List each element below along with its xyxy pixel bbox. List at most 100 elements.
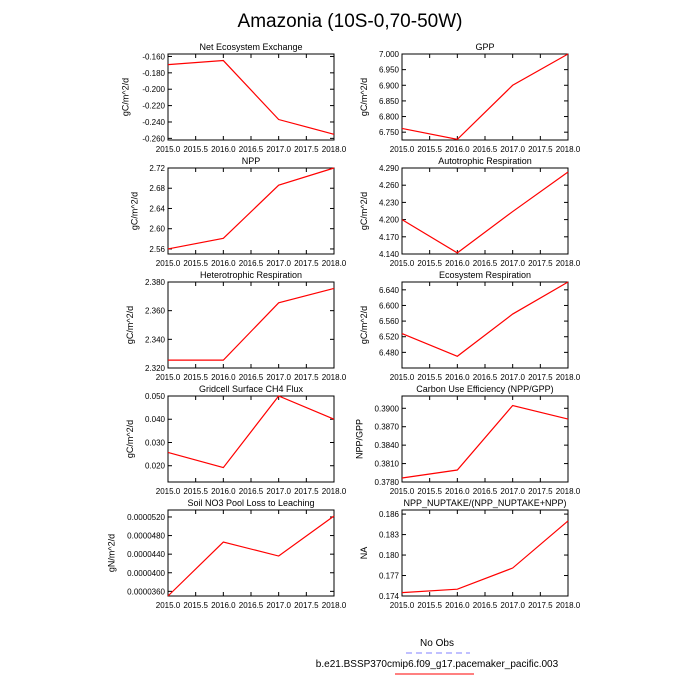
panel-title: NPP	[242, 156, 261, 166]
chart-panel: GPP 2015.0 2015.5 2016.0 2016.5 2017.0 2017.5 2…	[359, 42, 581, 154]
x-tick-label: 2016.5	[473, 601, 498, 610]
x-tick-label: 2017.0	[500, 487, 525, 496]
y-tick-label: 0.174	[379, 592, 400, 601]
x-tick-label: 2018.0	[322, 373, 347, 382]
x-tick-label: 2016.0	[445, 487, 470, 496]
y-tick-label: 6.520	[379, 333, 400, 342]
series-line	[401, 520, 569, 594]
y-tick-label: -0.260	[142, 134, 165, 143]
x-tick-label: 2016.0	[211, 259, 236, 268]
x-tick-label: 2017.5	[294, 601, 319, 610]
panel-title: Ecosystem Respiration	[439, 270, 531, 280]
y-tick-label: 4.170	[379, 233, 400, 242]
y-tick-label: 2.380	[145, 278, 166, 287]
x-tick-label: 2015.5	[183, 259, 208, 268]
y-tick-label: 2.68	[149, 184, 165, 193]
y-tick-label: -0.240	[142, 118, 165, 127]
plot-frame	[401, 53, 569, 141]
panel-title: Heterotrophic Respiration	[200, 270, 302, 280]
y-tick-label: 6.750	[379, 128, 400, 137]
y-tick-label: 4.200	[379, 216, 400, 225]
series-line	[401, 281, 569, 357]
x-tick-label: 2017.0	[500, 259, 525, 268]
x-tick-label: 2017.0	[500, 145, 525, 154]
x-tick-label: 2016.5	[239, 259, 264, 268]
chart-panel: Carbon Use Efficiency (NPP/GPP)2015.0 201…	[354, 384, 580, 496]
x-tick-label: 2016.0	[211, 601, 236, 610]
x-tick-label: 2015.0	[390, 373, 415, 382]
series-line	[401, 404, 569, 479]
x-tick-label: 2016.5	[473, 259, 498, 268]
series-line	[401, 53, 569, 141]
y-tick-label: 2.320	[145, 364, 166, 373]
x-tick-label: 2017.5	[528, 373, 553, 382]
x-tick-label: 2016.5	[473, 487, 498, 496]
panel-title: NPP_NUPTAKE/(NPP_NUPTAKE+NPP)	[404, 498, 567, 508]
y-tick-label: 6.900	[379, 81, 400, 90]
x-tick-label: 2016.5	[239, 601, 264, 610]
y-tick-label: 0.020	[145, 462, 166, 471]
y-tick-label: 4.260	[379, 181, 400, 190]
x-tick-label: 2018.0	[556, 373, 581, 382]
x-tick-label: 2018.0	[556, 145, 581, 154]
chart-panel: NPP_NUPTAKE/(NPP_NUPTAKE+NPP) 2015.0 2015.…	[359, 498, 581, 610]
x-tick-label: 2018.0	[322, 601, 347, 610]
series-line	[168, 287, 335, 361]
figure-title: Amazonia (10S-0,70-50W)	[238, 11, 463, 32]
y-tick-label: 6.800	[379, 113, 400, 122]
y-tick-label: 2.72	[149, 164, 165, 173]
panel-title: Autotrophic Respiration	[438, 156, 532, 166]
plot-frame	[401, 509, 569, 597]
panel-title: Net Ecosystem Exchange	[199, 42, 302, 52]
x-tick-label: 2016.0	[211, 373, 236, 382]
series-line	[167, 515, 335, 597]
x-tick-label: 2018.0	[322, 145, 347, 154]
y-tick-label: 7.000	[379, 50, 400, 59]
y-tick-label: 0.3840	[375, 441, 400, 450]
x-tick-label: 2018.0	[322, 259, 347, 268]
y-tick-label: 2.60	[149, 225, 165, 234]
y-tick-label: 6.640	[379, 286, 400, 295]
y-tick-label: 6.480	[379, 348, 400, 357]
y-tick-label: 0.0000520	[127, 513, 165, 522]
y-tick-label: 4.230	[379, 198, 400, 207]
plot-frame	[401, 395, 569, 483]
y-tick-label: 0.0000360	[127, 587, 165, 596]
y-tick-label: 2.360	[145, 307, 166, 316]
y-tick-label: -0.180	[142, 69, 165, 78]
x-tick-label: 2017.5	[294, 373, 319, 382]
x-tick-label: 2016.5	[473, 373, 498, 382]
y-tick-label: 0.3810	[375, 460, 400, 469]
y-tick-label: 0.183	[379, 531, 400, 540]
y-tick-label: -0.200	[142, 85, 165, 94]
chart-panel: Soil NO3 Pool Loss to Leaching 2015.0 2015…	[107, 498, 347, 610]
x-tick-label: 2015.0	[390, 259, 415, 268]
plot-frame	[401, 167, 569, 255]
legend: No Obs b.e21.BSSP370cmip6.f09_g17.pacema…	[316, 638, 559, 675]
series-line	[167, 167, 335, 250]
x-tick-label: 2015.5	[417, 373, 442, 382]
y-tick-label: 2.340	[145, 335, 166, 344]
x-tick-label: 2018.0	[556, 487, 581, 496]
y-tick-label: 6.950	[379, 66, 400, 75]
x-tick-label: 2017.0	[266, 487, 291, 496]
y-axis-label: NA	[359, 547, 369, 560]
y-tick-label: 0.0000440	[127, 550, 165, 559]
x-tick-label: 2016.0	[211, 487, 236, 496]
y-tick-label: 0.3870	[375, 423, 400, 432]
x-tick-label: 2017.5	[528, 487, 553, 496]
y-tick-label: 0.040	[145, 415, 166, 424]
x-tick-label: 2015.5	[183, 601, 208, 610]
x-tick-label: 2018.0	[556, 601, 581, 610]
x-tick-label: 2015.5	[183, 145, 208, 154]
y-tick-label: 6.600	[379, 301, 400, 310]
legend-label-no-obs: No Obs	[420, 638, 454, 649]
y-tick-label: 6.850	[379, 97, 400, 106]
x-tick-label: 2018.0	[556, 259, 581, 268]
y-axis-label: gC/m^2/d	[120, 78, 130, 116]
legend-label-model-run: b.e21.BSSP370cmip6.f09_g17.pacemaker_pac…	[316, 659, 559, 670]
x-tick-label: 2017.0	[266, 259, 291, 268]
panel-title: GPP	[475, 42, 494, 52]
